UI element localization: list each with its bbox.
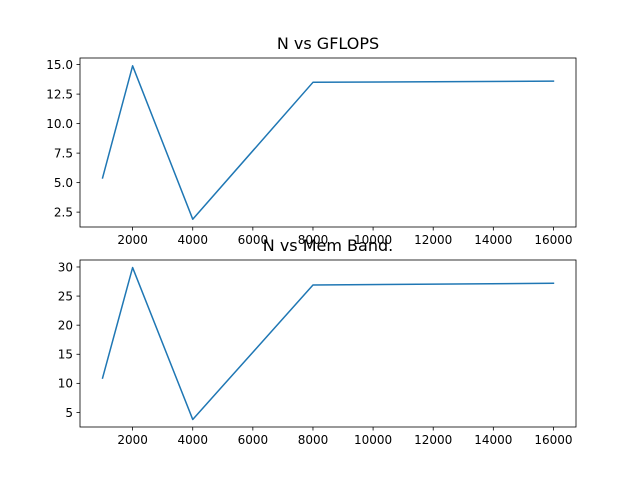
y-tick-label: 5 <box>65 406 73 420</box>
x-tick-label: 4000 <box>177 233 208 247</box>
x-tick-label: 14000 <box>474 433 512 447</box>
x-tick-label: 14000 <box>474 233 512 247</box>
x-tick-label: 16000 <box>534 433 572 447</box>
y-tick-label: 25 <box>58 289 73 303</box>
x-tick-label: 16000 <box>534 233 572 247</box>
y-tick-label: 10 <box>58 377 73 391</box>
y-tick-label: 10.0 <box>46 117 73 131</box>
axes-frame <box>79 259 577 428</box>
x-tick-label: 12000 <box>414 233 452 247</box>
x-tick-label: 8000 <box>298 433 329 447</box>
x-tick-label: 10000 <box>354 433 392 447</box>
x-tick-label: 2000 <box>117 233 148 247</box>
chart-title: N vs GFLOPS <box>277 34 379 53</box>
chart-mem-band: N vs Mem Band. 2000 4000 6000 8000 10000 1200… <box>58 236 577 447</box>
x-tick-label: 10000 <box>354 233 392 247</box>
y-tick-label: 5.0 <box>54 176 73 190</box>
axes-mem-band: 2000 4000 6000 8000 10000 12000 14000 16000 5 10 1… <box>58 259 577 447</box>
y-tick-label: 7.5 <box>54 146 73 160</box>
x-tick-label: 4000 <box>177 433 208 447</box>
axes-gflops: 2000 4000 6000 8000 10000 12000 14000 16000 2.5 5… <box>46 57 577 247</box>
y-tick-label: 15.0 <box>46 58 73 72</box>
y-tick-label: 20 <box>58 318 73 332</box>
series-line <box>101 65 555 220</box>
y-tick-label: 12.5 <box>46 87 73 101</box>
x-tick-label: 8000 <box>298 233 329 247</box>
x-tick-label: 2000 <box>117 433 148 447</box>
x-tick-label: 12000 <box>414 433 452 447</box>
series-line <box>101 266 555 421</box>
y-tick-label: 30 <box>58 260 73 274</box>
axes-frame <box>79 57 577 228</box>
x-tick-label: 6000 <box>238 433 269 447</box>
y-tick-label: 15 <box>58 348 73 362</box>
y-tick-label: 2.5 <box>54 205 73 219</box>
chart-gflops: N vs GFLOPS 2000 4000 6000 8000 10000 12000 14… <box>46 34 577 247</box>
chart-title: N vs Mem Band. <box>263 236 393 255</box>
x-tick-label: 6000 <box>238 233 269 247</box>
